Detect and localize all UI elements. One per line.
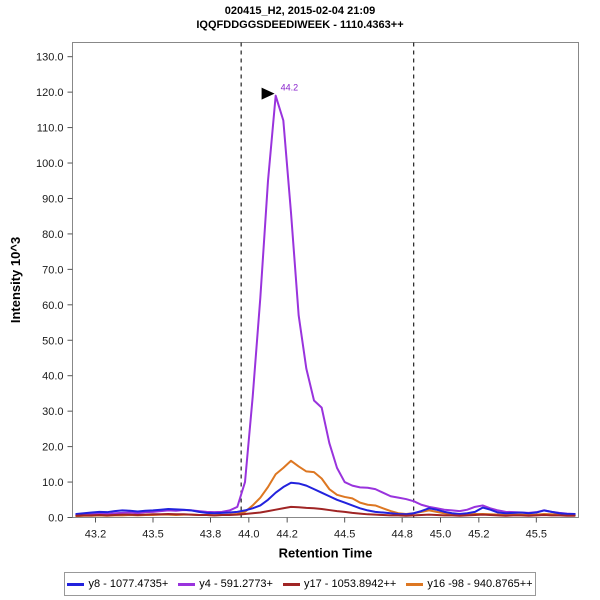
peak-apex-annotation: 44.2 xyxy=(261,83,299,100)
legend-color-swatch xyxy=(67,582,85,586)
legend-item-label: y16 -98 - 940.8765++ xyxy=(427,578,533,590)
legend-item-label: y8 - 1077.4735+ xyxy=(88,578,169,590)
legend-color-swatch xyxy=(282,582,300,586)
x-tick-label: 43.5 xyxy=(142,529,163,541)
legend-item-label: y4 - 591.2773+ xyxy=(199,578,273,590)
legend-color-swatch xyxy=(178,582,196,586)
y-tick-label: 100.0 xyxy=(36,158,64,170)
y-tick-label: 130.0 xyxy=(36,52,64,64)
y-tick-label: 70.0 xyxy=(42,264,63,276)
x-tick-label: 45.2 xyxy=(468,529,489,541)
trace-y4 xyxy=(75,94,576,516)
plot-area-border xyxy=(72,42,579,518)
trace-y17 xyxy=(75,505,576,517)
legend-item-label: y17 - 1053.8942++ xyxy=(303,578,397,590)
y-tick-label: 40.0 xyxy=(42,371,63,383)
y-tick-label: 60.0 xyxy=(42,300,63,312)
y-tick-label: 90.0 xyxy=(42,193,63,205)
legend[interactable]: y8 - 1077.4735+ y4 - 591.2773+ y17 - 1053.… xyxy=(64,572,536,596)
x-tick-label: 43.8 xyxy=(200,529,221,541)
x-tick-label: 44.2 xyxy=(276,529,297,541)
peak-apex-pointer-icon xyxy=(261,87,275,100)
y-tick-label: 120.0 xyxy=(36,87,64,99)
trace-lines xyxy=(75,94,576,518)
y-tick-label: 30.0 xyxy=(42,406,63,418)
x-tick-label: 43.2 xyxy=(85,529,106,541)
legend-color-swatch xyxy=(406,582,424,586)
y-tick-label: 80.0 xyxy=(42,229,63,241)
y-axis-ticks: 0.0 10.0 20.0 30.0 40.0 50.0 60.0 70.0 80.0 90.0 1… xyxy=(36,52,73,525)
trace-y8 xyxy=(75,481,576,516)
x-tick-label: 44.0 xyxy=(238,529,259,541)
x-tick-label: 45.0 xyxy=(430,529,451,541)
legend-item-y8[interactable]: y8 - 1077.4735+ xyxy=(67,578,168,590)
page-title: 020415_H2, 2015-02-04 21:09 IQQFDDGGSDEE… xyxy=(0,4,600,32)
x-tick-label: 45.5 xyxy=(526,529,547,541)
y-tick-label: 20.0 xyxy=(42,442,63,454)
y-tick-label: 50.0 xyxy=(42,335,63,347)
legend-item-y17[interactable]: y17 - 1053.8942++ xyxy=(282,578,397,590)
y-tick-label: 0.0 xyxy=(48,513,63,525)
integration-boundary-lines[interactable] xyxy=(240,42,415,518)
legend-item-y16-98[interactable]: y16 -98 - 940.8765++ xyxy=(406,578,533,590)
x-tick-label: 44.8 xyxy=(391,529,412,541)
legend-item-y4[interactable]: y4 - 591.2773+ xyxy=(178,578,273,590)
x-tick-label: 44.5 xyxy=(334,529,355,541)
y-axis-title: Intensity 10^3 xyxy=(8,237,23,323)
y-tick-label: 110.0 xyxy=(37,123,64,135)
y-tick-label: 10.0 xyxy=(42,477,63,489)
x-axis-ticks: 43.2 43.5 43.8 44.0 44.2 44.5 44.8 45.0 45.2 45.5 xyxy=(85,517,547,541)
title-line-2: IQQFDDGGSDEEDIWEEK - 1110.4363++ xyxy=(196,19,404,31)
title-line-1: 020415_H2, 2015-02-04 21:09 xyxy=(224,5,376,17)
x-axis-title: Retention Time xyxy=(279,546,373,561)
peak-apex-label: 44.2 xyxy=(281,83,299,93)
plot-frame xyxy=(72,42,579,518)
